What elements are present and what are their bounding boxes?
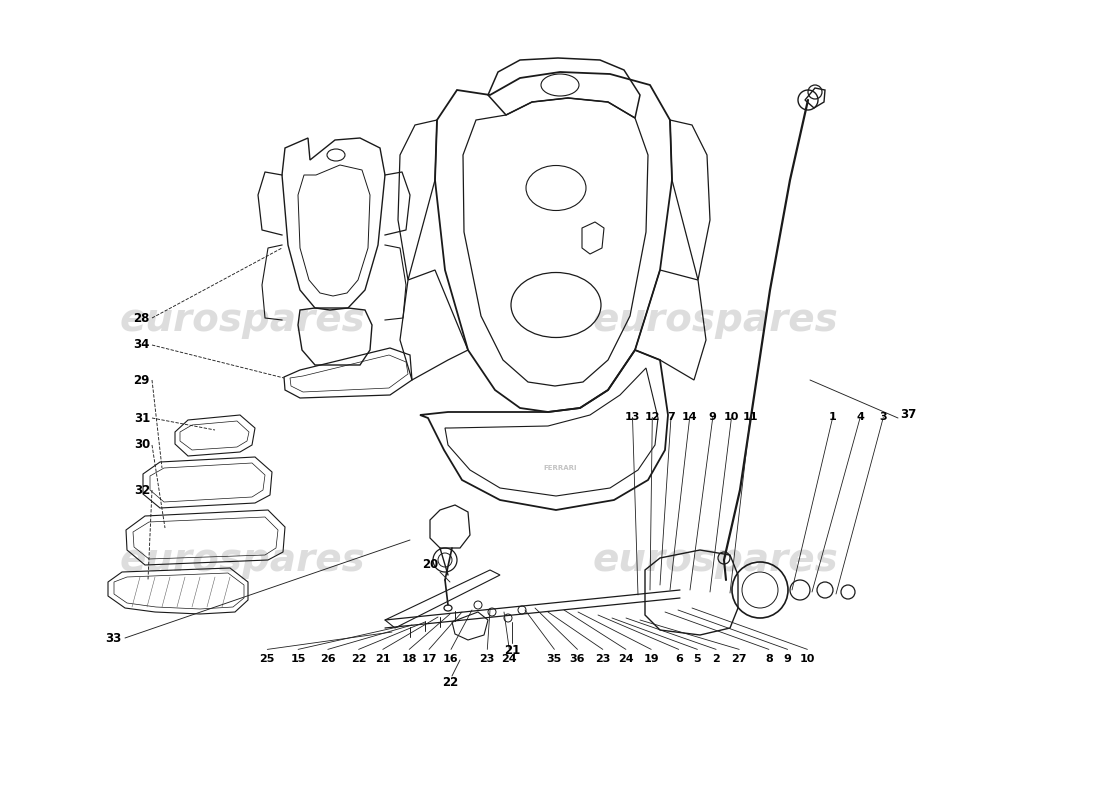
Text: 37: 37 (900, 409, 916, 422)
Text: 19: 19 (644, 654, 659, 664)
Text: 6: 6 (674, 654, 683, 664)
Text: 25: 25 (260, 654, 275, 664)
Text: 27: 27 (732, 654, 747, 664)
Text: 22: 22 (442, 677, 458, 690)
Text: 16: 16 (443, 654, 459, 664)
Text: 29: 29 (133, 374, 150, 386)
Text: 31: 31 (134, 411, 150, 425)
Text: 24: 24 (618, 654, 634, 664)
Text: 15: 15 (290, 654, 306, 664)
Text: FERRARI: FERRARI (543, 465, 576, 471)
Text: 9: 9 (783, 654, 792, 664)
Text: eurospares: eurospares (119, 541, 365, 579)
Text: 28: 28 (133, 311, 150, 325)
Text: 4: 4 (856, 413, 865, 422)
Text: 21: 21 (375, 654, 390, 664)
Text: 24: 24 (502, 654, 517, 664)
Text: 8: 8 (764, 654, 773, 664)
Text: eurospares: eurospares (592, 301, 838, 339)
Text: 23: 23 (595, 654, 610, 664)
Text: 5: 5 (694, 654, 701, 664)
Text: 14: 14 (682, 413, 697, 422)
Text: 12: 12 (645, 413, 660, 422)
Text: eurospares: eurospares (592, 541, 838, 579)
Text: 1: 1 (828, 413, 837, 422)
Text: 22: 22 (351, 654, 366, 664)
Text: 9: 9 (708, 413, 717, 422)
Text: 30: 30 (134, 438, 150, 451)
Text: 3: 3 (880, 413, 887, 422)
Text: eurospares: eurospares (119, 301, 365, 339)
Text: 10: 10 (800, 654, 815, 664)
Text: 34: 34 (133, 338, 150, 351)
Text: 7: 7 (667, 413, 675, 422)
Text: 13: 13 (625, 413, 640, 422)
Text: 11: 11 (742, 413, 758, 422)
Text: 18: 18 (402, 654, 417, 664)
Text: 23: 23 (480, 654, 495, 664)
Text: 20: 20 (422, 558, 438, 571)
Text: 21: 21 (504, 643, 520, 657)
Text: 2: 2 (712, 654, 720, 664)
Text: 10: 10 (724, 413, 739, 422)
Text: 33: 33 (104, 631, 121, 645)
Text: 17: 17 (421, 654, 437, 664)
Text: 35: 35 (547, 654, 562, 664)
Text: 32: 32 (134, 483, 150, 497)
Text: 36: 36 (570, 654, 585, 664)
Text: 26: 26 (320, 654, 336, 664)
